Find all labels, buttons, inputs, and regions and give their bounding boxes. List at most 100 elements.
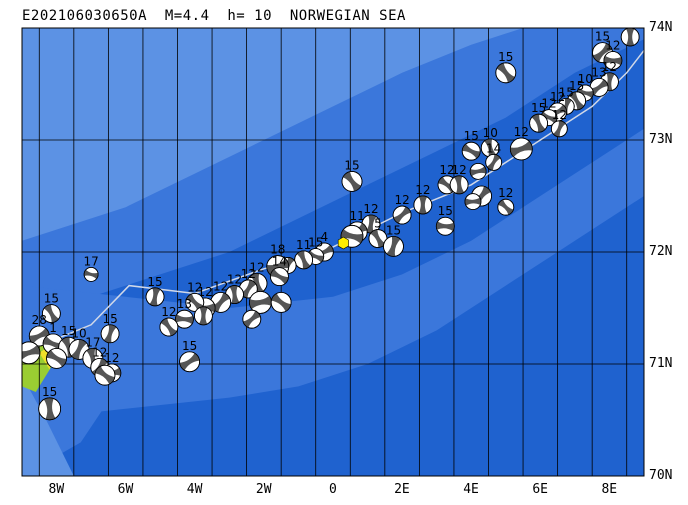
beachball-edge [242, 309, 262, 329]
depth-label: 12 [439, 163, 454, 177]
compressional-quadrant [577, 87, 594, 98]
depth-label: 10 [578, 72, 593, 86]
compressional-quadrant [22, 345, 40, 361]
compressional-quadrant [270, 269, 289, 285]
compressional-quadrant [370, 229, 386, 248]
depth-label: 15 [344, 158, 359, 172]
latitude-label: 71N [649, 356, 673, 371]
longitude-label: 2W [255, 482, 272, 497]
depth-label: 12 [213, 279, 228, 293]
depth-label: 13 [177, 297, 192, 311]
focal-mechanism: 14 [485, 141, 503, 171]
depth-label: 12 [249, 260, 264, 274]
compressional-quadrant [266, 258, 289, 275]
beachball-edge [341, 171, 363, 192]
focal-mechanism [94, 364, 116, 386]
compressional-quadrant [436, 221, 455, 231]
compressional-quadrant [43, 397, 56, 420]
compressional-quadrant [553, 120, 566, 137]
longitude-label: 6W [117, 482, 134, 497]
beachball-edge [83, 266, 99, 282]
focal-mechanism: 14 [270, 255, 289, 287]
longitude-label: 4W [186, 482, 203, 497]
depth-label: 12 [451, 163, 466, 177]
depth-label: 11 [296, 238, 311, 252]
depth-label: 14 [486, 141, 501, 155]
compressional-quadrant [365, 215, 377, 233]
depth-label: 15 [61, 324, 76, 338]
latitude-label: 72N [649, 244, 673, 259]
focal-mechanism [242, 309, 262, 329]
focal-mechanism: 15 [179, 339, 200, 373]
compressional-quadrant [240, 280, 257, 298]
depth-label: 14 [272, 255, 287, 269]
latitude-label: 74N [649, 20, 673, 35]
compressional-quadrant [590, 79, 608, 96]
depth-label: 17 [85, 335, 100, 349]
depth-label: 12 [602, 60, 617, 74]
compressional-quadrant [186, 293, 204, 311]
beachball-edge [392, 205, 412, 225]
depth-label: 13 [591, 65, 606, 79]
depth-label: 18 [270, 243, 285, 257]
depth-label: 1 [49, 321, 57, 335]
longitude-label: 6E [532, 482, 548, 497]
beachball-edge [550, 120, 568, 138]
beachball-edge [22, 341, 41, 365]
depth-label: 15 [569, 79, 584, 93]
depth-label: 15 [531, 101, 546, 115]
depth-label: 12 [198, 285, 213, 299]
focal-mechanism: 15 [145, 275, 165, 307]
depth-label: 5 [374, 217, 382, 231]
compressional-quadrant [498, 199, 514, 215]
compressional-quadrant [71, 339, 87, 360]
depth-label: 4 [321, 230, 329, 244]
depth-label: 15 [308, 235, 323, 249]
compressional-quadrant [243, 310, 261, 328]
longitude-label: 4E [463, 482, 479, 497]
compressional-quadrant [496, 63, 515, 83]
depth-label: 15 [464, 129, 479, 143]
focal-mechanism: 12 [497, 186, 515, 216]
beachball-edge [270, 291, 292, 313]
compressional-quadrant [211, 292, 230, 313]
depth-label: 12 [623, 15, 638, 29]
focal-mechanism: 12 [449, 163, 469, 195]
beachball-edge [449, 175, 469, 195]
beachball-edge [41, 304, 61, 324]
compressional-quadrant [95, 366, 115, 385]
depth-label: 15 [42, 385, 57, 399]
depth-label: 10 [483, 126, 498, 140]
focal-mechanism: 12 [550, 108, 568, 138]
compressional-quadrant [418, 195, 428, 214]
compressional-quadrant [462, 143, 481, 159]
focal-mechanism: 15 [495, 50, 517, 84]
longitude-label: 0 [329, 482, 337, 497]
compressional-quadrant [175, 314, 194, 325]
beachball-edge [383, 235, 404, 257]
depth-label: 15 [386, 223, 401, 237]
compressional-quadrant [307, 250, 324, 263]
compressional-quadrant [531, 114, 546, 133]
compressional-quadrant [229, 285, 240, 304]
depth-label: 12 [415, 183, 430, 197]
beachball-edge [469, 162, 487, 180]
compressional-quadrant [603, 55, 622, 66]
longitude-label: 2E [394, 482, 410, 497]
beachball-edge [145, 287, 165, 307]
focal-mechanism: 15 [341, 158, 363, 192]
depth-label: 15 [438, 204, 453, 218]
map-frame [21, 27, 645, 477]
beachball-edge [340, 224, 364, 248]
beachball-edge [485, 153, 503, 171]
beachball-edge [461, 141, 481, 161]
focal-mechanism: 12 [159, 305, 179, 337]
compressional-quadrant [386, 236, 401, 257]
southwest-shelf [22, 375, 74, 476]
beachball-edge [194, 306, 213, 326]
depth-label: 28 [32, 313, 47, 327]
compressional-quadrant [393, 206, 411, 224]
depth-label: 12 [605, 38, 620, 52]
compressional-quadrant [470, 166, 487, 177]
